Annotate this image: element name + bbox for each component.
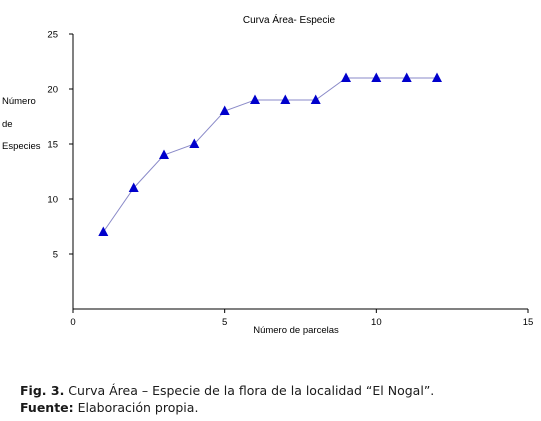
data-point-marker bbox=[310, 94, 321, 104]
y-tick-label: 15 bbox=[47, 140, 58, 151]
data-point-marker bbox=[432, 72, 442, 82]
data-point-marker bbox=[341, 72, 351, 82]
figure-label: Fig. 3. bbox=[20, 383, 65, 398]
series-layer bbox=[98, 72, 442, 236]
source-text: Elaboración propia. bbox=[73, 400, 199, 415]
data-point-marker bbox=[371, 72, 382, 82]
source-label: Fuente: bbox=[20, 400, 74, 415]
data-point-marker bbox=[159, 149, 169, 159]
figure-caption-text: Curva Área – Especie de la flora de la l… bbox=[64, 383, 435, 398]
x-tick-label: 0 bbox=[70, 317, 75, 328]
x-tick-label: 15 bbox=[523, 317, 534, 328]
x-tick-label: 5 bbox=[222, 317, 227, 328]
y-tick-label: 5 bbox=[53, 250, 58, 261]
y-axis-ticks: 5 10 15 20 25 bbox=[47, 30, 73, 261]
caption-line-source: Fuente: Elaboración propia. bbox=[20, 399, 535, 416]
x-axis-label: Número de parcelas bbox=[253, 325, 339, 336]
data-point-marker bbox=[189, 138, 200, 148]
y-axis-label-line-1: Número bbox=[2, 96, 36, 107]
data-point-marker bbox=[280, 94, 291, 104]
figure-caption: Fig. 3. Curva Área – Especie de la flora… bbox=[20, 382, 535, 416]
chart-title: Curva Área- Especie bbox=[243, 13, 336, 26]
area-species-chart: Curva Área- Especie Número de Especies N… bbox=[2, 13, 533, 336]
data-point-marker bbox=[98, 226, 109, 236]
data-point-marker bbox=[128, 182, 139, 192]
y-tick-label: 10 bbox=[47, 195, 58, 206]
data-point-marker bbox=[250, 94, 260, 104]
data-point-marker bbox=[219, 105, 230, 115]
y-axis-label-line-2: de bbox=[2, 119, 13, 130]
y-tick-label: 20 bbox=[47, 85, 58, 96]
x-axis-ticks: 0 5 10 15 bbox=[70, 309, 533, 328]
caption-line-figure: Fig. 3. Curva Área – Especie de la flora… bbox=[20, 382, 535, 399]
y-tick-label: 25 bbox=[47, 30, 58, 41]
y-axis-label-line-3: Especies bbox=[2, 141, 41, 152]
data-point-marker bbox=[401, 72, 412, 82]
series-line bbox=[102, 77, 437, 233]
x-tick-label: 10 bbox=[371, 317, 382, 328]
